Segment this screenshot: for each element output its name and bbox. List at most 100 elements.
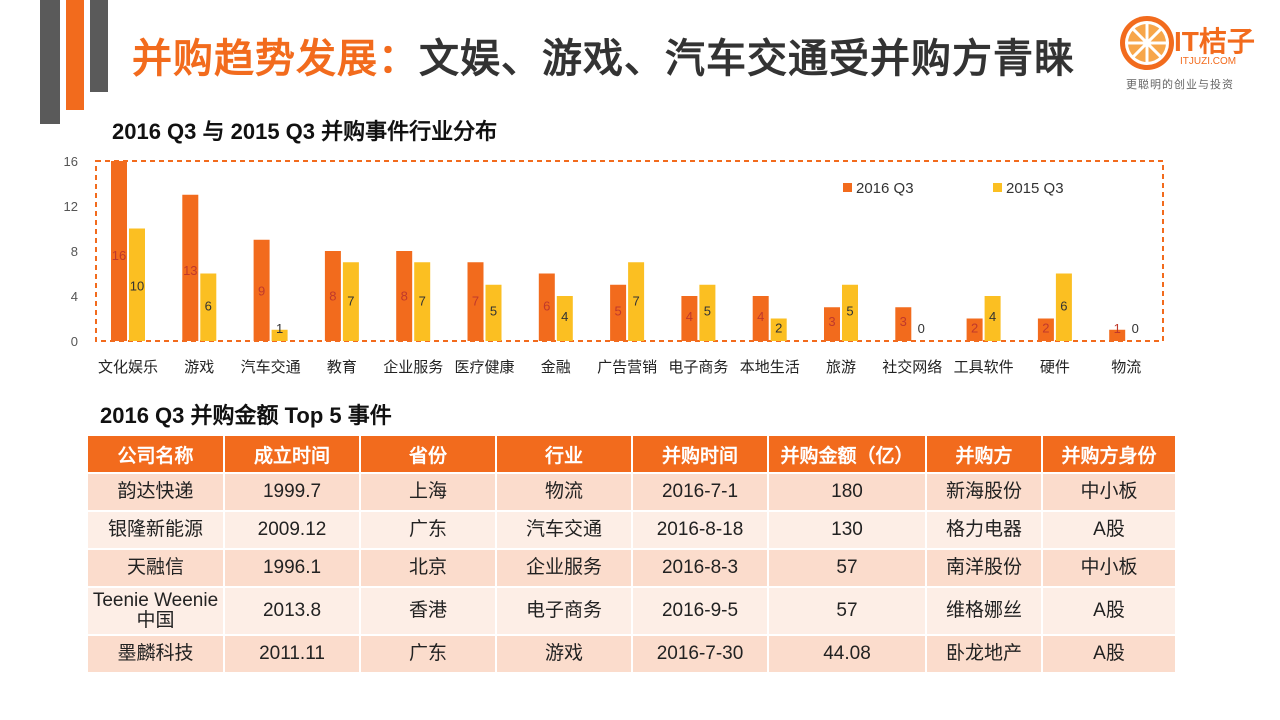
x-tick-label: 游戏 [184, 359, 214, 376]
cell-acquirer-type: A股 [1042, 635, 1177, 674]
legend-label-2016q3: 2016 Q3 [856, 180, 914, 197]
x-tick-label: 硬件 [1040, 359, 1070, 376]
cell-industry: 游戏 [496, 635, 633, 674]
data-label-2016q3: 2 [1042, 321, 1049, 336]
data-label-2015q3: 6 [1060, 299, 1067, 314]
brand-url: ITJUZI.COM [1180, 56, 1237, 67]
brand-name: IT桔子 [1174, 26, 1255, 57]
data-label-2015q3: 7 [419, 294, 426, 309]
cell-industry: 企业服务 [496, 549, 633, 588]
y-tick-label: 12 [64, 199, 78, 214]
decor-bar-orange [66, 0, 84, 110]
y-tick-label: 4 [71, 289, 78, 304]
x-tick-label: 电子商务 [668, 359, 728, 376]
col-province: 省份 [360, 436, 497, 474]
data-label-2016q3: 8 [401, 289, 408, 304]
col-amount: 并购金额（亿） [768, 436, 927, 474]
cell-amount: 44.08 [768, 635, 927, 674]
x-tick-label: 广告营销 [597, 359, 657, 376]
decor-bar-grey-2 [90, 0, 108, 92]
col-acquirer: 并购方 [926, 436, 1043, 474]
bar-2016q3 [681, 296, 698, 341]
brand-logo: IT桔子 ITJUZI.COM 更聪明的创业与投资 [1118, 14, 1268, 91]
data-label-2015q3: 7 [347, 294, 354, 309]
table-row: 银隆新能源 2009.12 广东 汽车交通 2016-8-18 130 格力电器… [88, 511, 1177, 550]
bar-2016q3 [610, 284, 627, 341]
cell-founded: 1996.1 [224, 549, 361, 588]
data-label-2016q3: 7 [472, 294, 479, 309]
cell-acquirer: 新海股份 [926, 473, 1043, 512]
data-label-2015q3: 5 [490, 304, 497, 319]
data-label-2015q3: 7 [632, 294, 639, 309]
orange-slice-icon [1120, 16, 1174, 70]
bar-2015q3 [1055, 273, 1072, 341]
data-label-2016q3: 8 [329, 289, 336, 304]
cell-acquirer: 格力电器 [926, 511, 1043, 550]
cell-company: 银隆新能源 [88, 511, 225, 550]
bar-2015q3 [628, 262, 645, 341]
bar-2015q3 [129, 228, 145, 341]
bar-2015q3 [556, 296, 573, 341]
cell-company: 韵达快递 [88, 473, 225, 512]
x-tick-label: 物流 [1111, 359, 1141, 376]
data-label-2016q3: 13 [183, 263, 197, 278]
x-tick-label: 教育 [327, 359, 357, 376]
table-row: Teenie Weenie中国 2013.8 香港 电子商务 2016-9-5 … [88, 587, 1177, 636]
cell-acquirer-type: A股 [1042, 511, 1177, 550]
cell-industry: 物流 [496, 473, 633, 512]
data-label-2015q3: 1 [276, 321, 283, 336]
y-tick-label: 8 [71, 244, 78, 259]
page-title-highlight: 并购趋势发展： [132, 37, 419, 81]
data-label-2015q3: 5 [846, 304, 853, 319]
data-label-2015q3: 6 [205, 299, 212, 314]
cell-founded: 2011.11 [224, 635, 361, 674]
bar-2015q3 [414, 262, 431, 341]
cell-founded: 2013.8 [224, 587, 361, 636]
top5-deals-table: 公司名称 成立时间 省份 行业 并购时间 并购金额（亿） 并购方 并购方身份 韵… [88, 436, 1177, 674]
table-header-row: 公司名称 成立时间 省份 行业 并购时间 并购金额（亿） 并购方 并购方身份 [88, 436, 1177, 474]
cell-province: 广东 [360, 511, 497, 550]
bar-2016q3 [1037, 318, 1054, 341]
data-label-2016q3: 3 [900, 314, 907, 329]
bar-2015q3 [271, 329, 288, 341]
table-row: 韵达快递 1999.7 上海 物流 2016-7-1 180 新海股份 中小板 [88, 473, 1177, 512]
bar-2015q3 [485, 284, 502, 341]
x-tick-label: 文化娱乐 [98, 359, 158, 376]
bar-2015q3 [342, 262, 359, 341]
data-label-2015q3: 10 [130, 278, 144, 293]
bar-2016q3 [111, 161, 127, 341]
x-tick-label: 本地生活 [740, 359, 800, 376]
cell-deal-date: 2016-8-18 [632, 511, 769, 550]
bar-2016q3 [182, 194, 199, 341]
bar-2016q3 [752, 296, 769, 341]
bar-2016q3 [538, 273, 555, 341]
cell-acquirer-type: 中小板 [1042, 473, 1177, 512]
page-title: 并购趋势发展：文娱、游戏、汽车交通受并购方青睐 [132, 26, 1075, 84]
plot-frame [95, 160, 1164, 342]
bar-2015q3 [984, 296, 1001, 341]
bar-2016q3 [824, 307, 840, 341]
cell-province: 北京 [360, 549, 497, 588]
col-acquirer-type: 并购方身份 [1042, 436, 1177, 474]
data-label-2015q3: 2 [775, 321, 782, 336]
x-tick-label: 社交网络 [882, 358, 942, 376]
cell-deal-date: 2016-9-5 [632, 587, 769, 636]
cell-acquirer-type: A股 [1042, 587, 1177, 636]
data-label-2016q3: 3 [828, 314, 835, 329]
cell-company: 天融信 [88, 549, 225, 588]
bar-2016q3 [396, 251, 413, 341]
data-label-2016q3: 5 [614, 304, 621, 319]
bar-2015q3 [770, 318, 787, 341]
data-label-2016q3: 16 [112, 248, 126, 263]
x-tick-label: 企业服务 [383, 358, 443, 376]
cell-deal-date: 2016-7-1 [632, 473, 769, 512]
cell-province: 上海 [360, 473, 497, 512]
bar-2016q3 [253, 239, 270, 341]
col-company: 公司名称 [88, 436, 225, 474]
data-label-2016q3: 1 [1114, 321, 1121, 336]
data-label-2015q3: 5 [704, 304, 711, 319]
cell-company: Teenie Weenie中国 [88, 587, 225, 636]
data-label-2015q3: 0 [1132, 321, 1139, 336]
chart-title: 2016 Q3 与 2015 Q3 并购事件行业分布 [112, 119, 498, 144]
bar-2016q3 [467, 262, 484, 341]
